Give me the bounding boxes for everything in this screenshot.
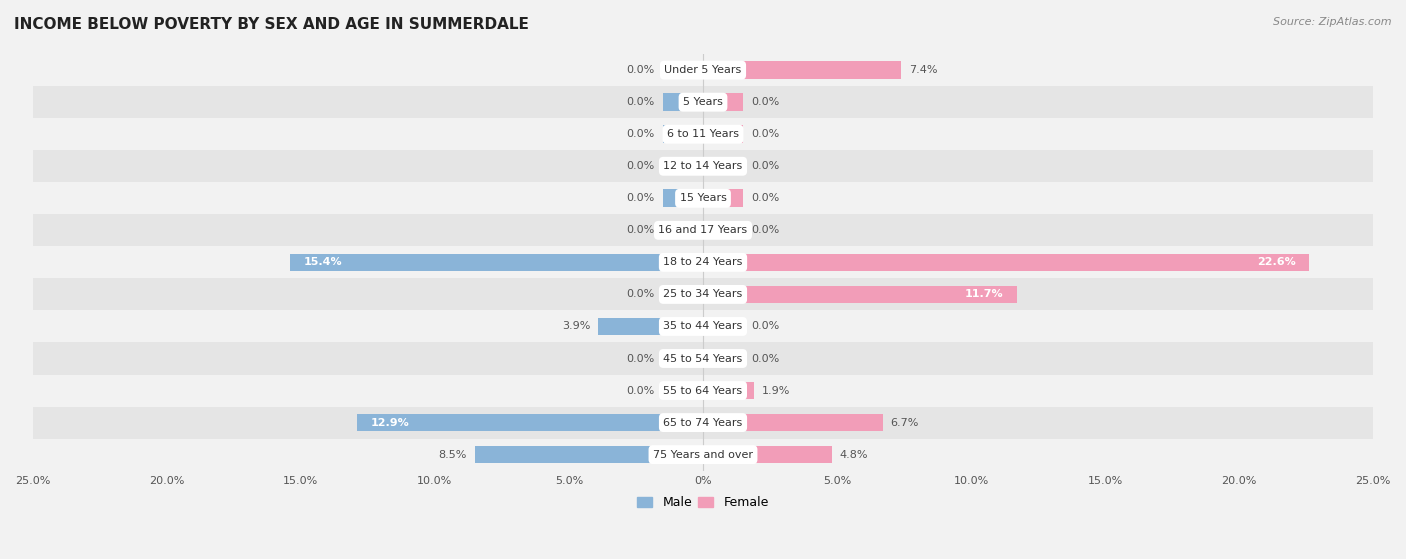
Text: 0.0%: 0.0%: [627, 290, 655, 300]
Bar: [32, 375, 1374, 406]
Bar: [662, 221, 703, 239]
Bar: [475, 446, 703, 463]
Bar: [662, 125, 703, 143]
Text: 1.9%: 1.9%: [762, 386, 790, 396]
Text: 0.0%: 0.0%: [627, 97, 655, 107]
Text: 75 Years and over: 75 Years and over: [652, 449, 754, 459]
Bar: [32, 278, 1374, 310]
Text: 12.9%: 12.9%: [371, 418, 409, 428]
Bar: [662, 61, 703, 79]
Bar: [662, 93, 703, 111]
Text: 0.0%: 0.0%: [627, 193, 655, 203]
Text: 5 Years: 5 Years: [683, 97, 723, 107]
Text: INCOME BELOW POVERTY BY SEX AND AGE IN SUMMERDALE: INCOME BELOW POVERTY BY SEX AND AGE IN S…: [14, 17, 529, 32]
Text: 16 and 17 Years: 16 and 17 Years: [658, 225, 748, 235]
Text: 0.0%: 0.0%: [627, 129, 655, 139]
Bar: [32, 439, 1374, 471]
Text: 0.0%: 0.0%: [751, 225, 779, 235]
Text: 0.0%: 0.0%: [751, 353, 779, 363]
Bar: [703, 446, 832, 463]
Bar: [599, 318, 703, 335]
Bar: [662, 158, 703, 175]
Bar: [357, 414, 703, 432]
Text: 0.0%: 0.0%: [751, 193, 779, 203]
Bar: [32, 118, 1374, 150]
Bar: [703, 93, 744, 111]
Text: 65 to 74 Years: 65 to 74 Years: [664, 418, 742, 428]
Text: 12 to 14 Years: 12 to 14 Years: [664, 161, 742, 171]
Text: 18 to 24 Years: 18 to 24 Years: [664, 257, 742, 267]
Bar: [32, 247, 1374, 278]
Bar: [32, 343, 1374, 375]
Bar: [703, 350, 744, 367]
Text: 6.7%: 6.7%: [890, 418, 920, 428]
Text: 45 to 54 Years: 45 to 54 Years: [664, 353, 742, 363]
Text: 0.0%: 0.0%: [627, 225, 655, 235]
Bar: [662, 350, 703, 367]
Text: 4.8%: 4.8%: [839, 449, 869, 459]
Bar: [703, 61, 901, 79]
Bar: [32, 182, 1374, 214]
Text: Under 5 Years: Under 5 Years: [665, 65, 741, 75]
Bar: [32, 150, 1374, 182]
Text: 8.5%: 8.5%: [439, 449, 467, 459]
Bar: [703, 414, 883, 432]
Text: 35 to 44 Years: 35 to 44 Years: [664, 321, 742, 331]
Text: 0.0%: 0.0%: [627, 65, 655, 75]
Text: 11.7%: 11.7%: [965, 290, 1004, 300]
Text: 7.4%: 7.4%: [910, 65, 938, 75]
Bar: [32, 214, 1374, 247]
Bar: [703, 125, 744, 143]
Bar: [32, 406, 1374, 439]
Bar: [703, 190, 744, 207]
Bar: [32, 310, 1374, 343]
Text: 3.9%: 3.9%: [562, 321, 591, 331]
Bar: [703, 158, 744, 175]
Text: 15.4%: 15.4%: [304, 257, 342, 267]
Text: 6 to 11 Years: 6 to 11 Years: [666, 129, 740, 139]
Bar: [662, 190, 703, 207]
Text: 55 to 64 Years: 55 to 64 Years: [664, 386, 742, 396]
Text: 0.0%: 0.0%: [751, 161, 779, 171]
Text: 0.0%: 0.0%: [751, 129, 779, 139]
Legend: Male, Female: Male, Female: [633, 491, 773, 514]
Bar: [703, 286, 1017, 303]
Bar: [703, 221, 744, 239]
Text: 0.0%: 0.0%: [751, 321, 779, 331]
Text: 25 to 34 Years: 25 to 34 Years: [664, 290, 742, 300]
Text: 0.0%: 0.0%: [627, 161, 655, 171]
Text: 15 Years: 15 Years: [679, 193, 727, 203]
Text: Source: ZipAtlas.com: Source: ZipAtlas.com: [1274, 17, 1392, 27]
Bar: [32, 54, 1374, 86]
Bar: [703, 318, 744, 335]
Bar: [703, 254, 1309, 271]
Text: 22.6%: 22.6%: [1257, 257, 1295, 267]
Text: 0.0%: 0.0%: [627, 353, 655, 363]
Bar: [703, 382, 754, 399]
Bar: [32, 86, 1374, 118]
Text: 0.0%: 0.0%: [627, 386, 655, 396]
Bar: [662, 382, 703, 399]
Bar: [290, 254, 703, 271]
Text: 0.0%: 0.0%: [751, 97, 779, 107]
Bar: [662, 286, 703, 303]
